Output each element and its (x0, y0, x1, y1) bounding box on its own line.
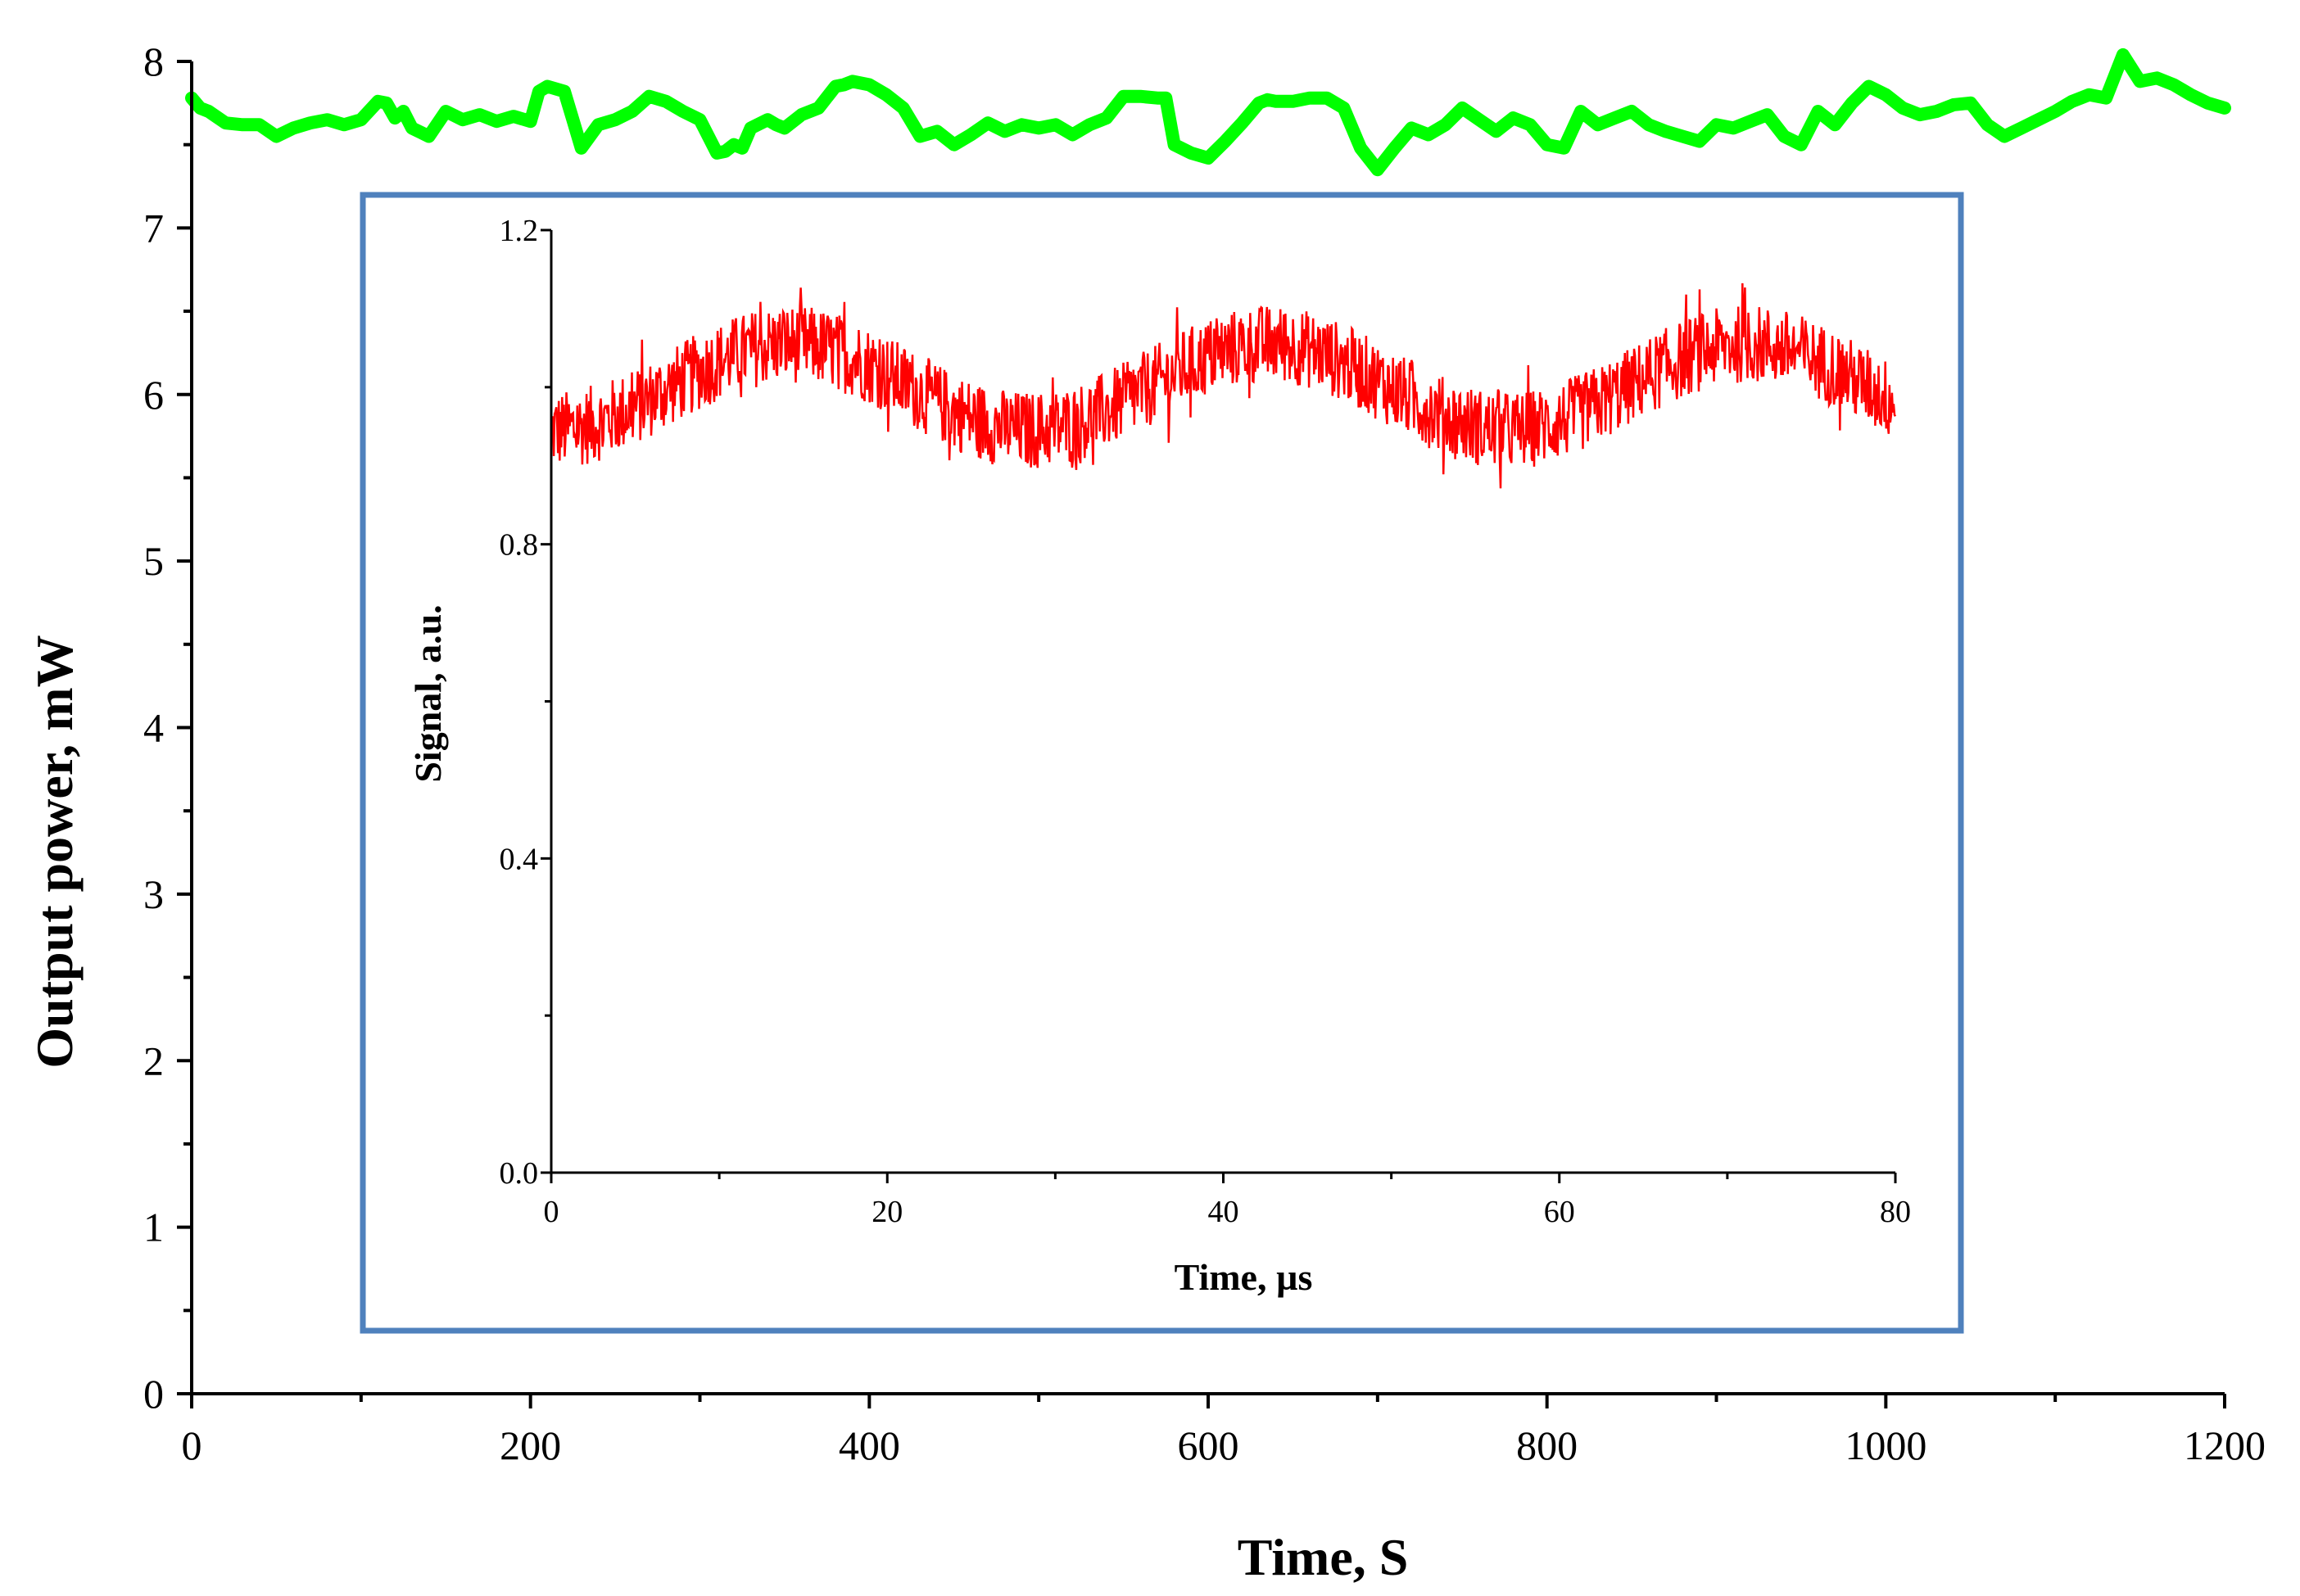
main-y-tick-label: 0 (143, 1371, 164, 1417)
main-series-line (185, 47, 2231, 177)
inset-series-line (550, 283, 1897, 489)
main-x-tick-label: 1000 (1845, 1422, 1926, 1468)
main-x-tick-label: 400 (839, 1422, 900, 1468)
main-y-tick-label: 8 (143, 38, 164, 84)
main-x-tick-label: 600 (1178, 1422, 1239, 1468)
main-y-tick-label: 2 (143, 1038, 164, 1083)
inset-x-axis-label: Time, µs (1175, 1256, 1313, 1298)
inset-x-tick-label: 20 (872, 1195, 903, 1229)
inset-y-tick-label: 0.8 (500, 528, 539, 563)
inset-x-tick-label: 0 (544, 1195, 559, 1229)
inset-x-tick-label: 80 (1880, 1195, 1911, 1229)
inset-frame (360, 192, 1964, 1334)
main-x-tick-label: 200 (500, 1422, 561, 1468)
inset-y-tick-label: 0.4 (500, 842, 539, 876)
main-series-layer (185, 47, 2231, 177)
main-y-tick-label: 5 (143, 538, 164, 584)
inset-x-tick-label: 60 (1544, 1195, 1575, 1229)
inset-axes: 0 20 40 60 80 0.0 0.4 0.8 1.2 (500, 214, 1912, 1229)
main-y-axis-label: Output power, mW (25, 635, 84, 1068)
main-y-tick-label: 1 (143, 1205, 164, 1250)
main-y-tick-label: 7 (143, 205, 164, 251)
inset-y-tick-label: 1.2 (500, 214, 539, 248)
inset-plot: 0 20 40 60 80 0.0 0.4 0.8 1.2 Time, µs Signal, a… (360, 192, 1964, 1334)
main-x-tick-label: 1200 (2184, 1422, 2266, 1468)
main-x-tick-label: 800 (1516, 1422, 1578, 1468)
main-y-tick-label: 4 (143, 705, 164, 751)
inset-y-axis-label: Signal, a.u. (407, 604, 449, 782)
inset-x-tick-label: 40 (1208, 1195, 1239, 1229)
main-y-tick-label: 6 (143, 372, 164, 418)
inset-series-layer (550, 283, 1897, 489)
inset-y-tick-label: 0.0 (500, 1156, 539, 1191)
main-x-tick-label: 0 (182, 1422, 202, 1468)
main-x-axis-label: Time, S (1238, 1528, 1409, 1586)
main-y-tick-label: 3 (143, 871, 164, 917)
